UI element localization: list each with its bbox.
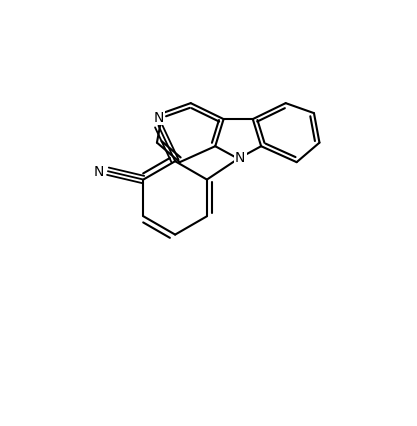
Text: N: N [153,110,163,124]
Text: N: N [93,165,104,179]
Text: N: N [235,150,246,164]
